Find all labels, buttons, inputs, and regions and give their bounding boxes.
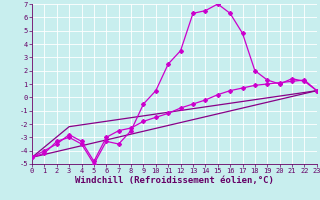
X-axis label: Windchill (Refroidissement éolien,°C): Windchill (Refroidissement éolien,°C): [75, 176, 274, 185]
